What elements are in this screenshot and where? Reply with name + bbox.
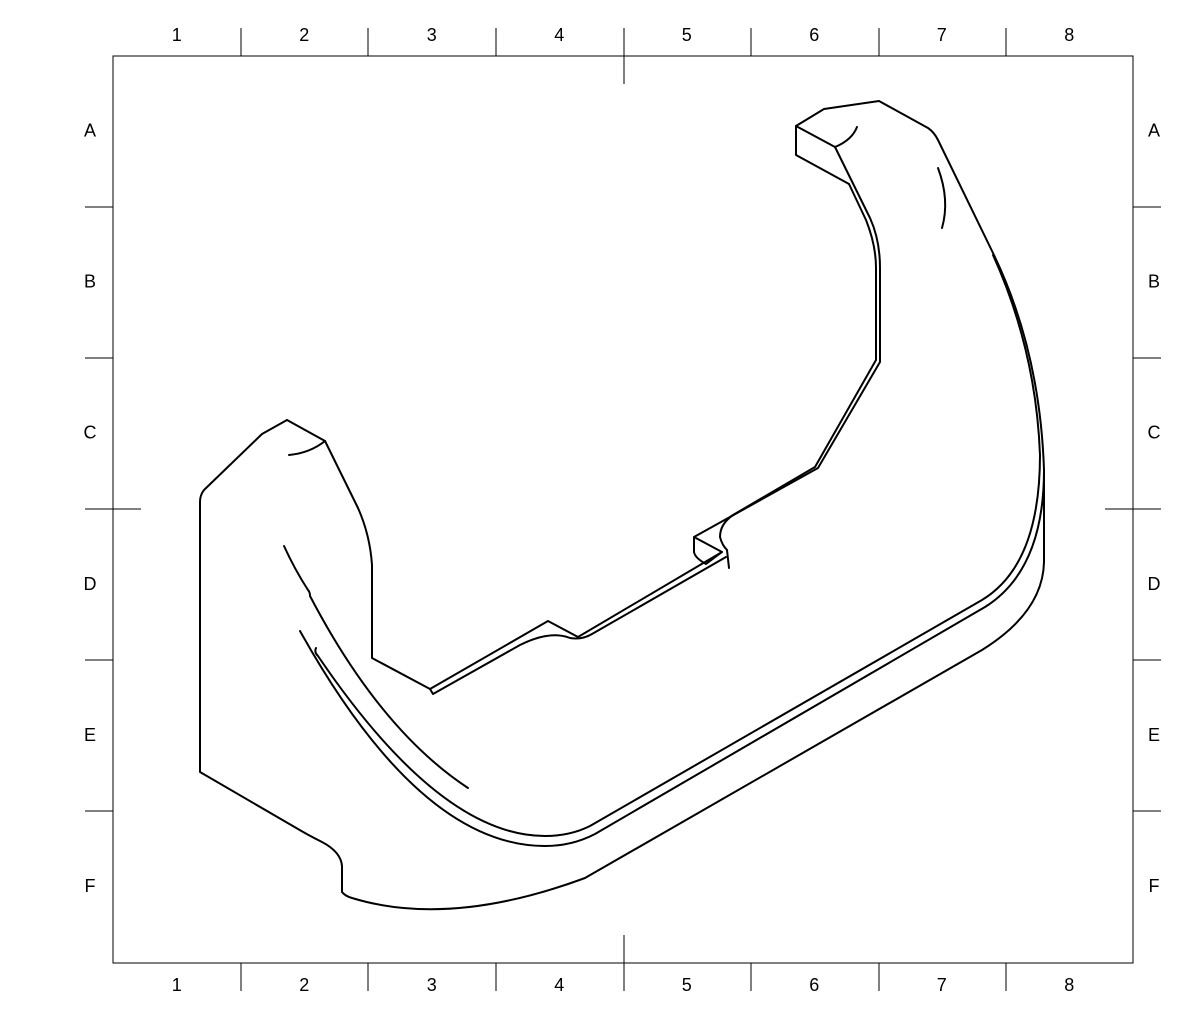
column-label: 1 — [172, 25, 182, 45]
right-tangent-mark — [937, 167, 947, 229]
part-isometric-view — [199, 100, 1045, 911]
outer-body-outline — [199, 419, 1045, 911]
column-label: 3 — [427, 25, 437, 45]
column-label: 1 — [172, 975, 182, 995]
column-label: 4 — [554, 25, 564, 45]
column-labels-top: 1 2 3 4 5 6 7 8 — [172, 25, 1075, 45]
row-label: F — [85, 876, 96, 896]
column-label: 6 — [809, 25, 819, 45]
hole-upper-curve — [283, 545, 469, 789]
top-tangent-mark — [834, 126, 858, 148]
row-label: F — [1149, 876, 1160, 896]
column-label: 5 — [682, 975, 692, 995]
row-label: E — [84, 725, 96, 745]
left-tangent-mark — [288, 440, 326, 456]
row-labels-right: A B C D E F — [1148, 120, 1161, 896]
column-label: 4 — [554, 975, 564, 995]
column-label: 5 — [682, 25, 692, 45]
column-labels-bottom: 1 2 3 4 5 6 7 8 — [172, 975, 1075, 995]
row-label: C — [84, 423, 97, 443]
row-label: B — [1148, 272, 1160, 292]
inner-edge-left-offset — [429, 556, 727, 695]
column-label: 6 — [809, 975, 819, 995]
column-label: 8 — [1064, 25, 1074, 45]
zone-ticks — [85, 28, 1161, 991]
column-label: 2 — [299, 25, 309, 45]
row-label: E — [1148, 725, 1160, 745]
top-block-face — [795, 125, 850, 185]
column-label: 8 — [1064, 975, 1074, 995]
row-label: A — [1148, 120, 1160, 140]
row-label: A — [84, 120, 96, 140]
column-label: 7 — [937, 25, 947, 45]
drawing-frame — [112, 55, 1134, 964]
right-fillet-line — [992, 254, 1041, 456]
row-label: D — [1148, 574, 1161, 594]
row-label: D — [84, 574, 97, 594]
column-label: 3 — [427, 975, 437, 995]
inner-edge-left — [286, 419, 723, 690]
row-label: B — [84, 272, 96, 292]
hole-lower-curve — [314, 454, 1041, 837]
row-label: C — [1148, 423, 1161, 443]
column-label: 7 — [937, 975, 947, 995]
inner-edge-upper-offset — [719, 183, 877, 569]
hole-lower-curve-offset — [299, 469, 1045, 847]
right-outer-edge — [795, 100, 1045, 471]
row-labels-left: A B C D E F — [84, 120, 97, 896]
inner-edge-upper — [693, 146, 881, 565]
column-label: 2 — [299, 975, 309, 995]
